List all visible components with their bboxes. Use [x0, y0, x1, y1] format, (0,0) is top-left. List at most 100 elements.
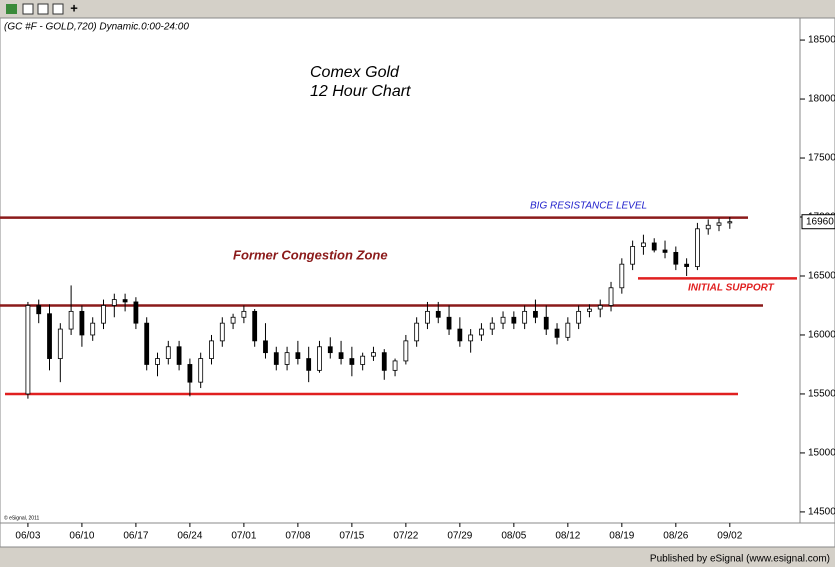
candle-body: [554, 328, 560, 338]
candle-body: [36, 305, 42, 315]
candle-body: [349, 358, 355, 365]
x-tick-label: 08/26: [663, 531, 688, 542]
candle-body: [381, 352, 387, 371]
chart-header: (GC #F - GOLD,720) Dynamic.0:00-24:00: [4, 22, 189, 33]
x-tick-label: 08/12: [555, 531, 580, 542]
candle-body: [511, 316, 517, 324]
publisher: Published by eSignal (www.esignal.com): [650, 554, 830, 565]
x-tick-label: 07/22: [393, 531, 418, 542]
candle-body: [241, 310, 247, 318]
candle-body: [727, 221, 733, 224]
candle-body: [317, 346, 322, 371]
candle-body: [111, 299, 117, 306]
candle-body: [468, 334, 474, 342]
candle-body: [371, 352, 376, 357]
y-tick-label: 16000: [808, 330, 835, 341]
toolbar: [0, 0, 835, 18]
candle-body: [457, 328, 463, 342]
candle-body: [403, 340, 409, 362]
candle-body: [306, 358, 312, 371]
candle-body: [79, 310, 85, 336]
last-value-label: 16960: [806, 216, 834, 227]
candle-body: [705, 224, 711, 230]
tool-icon[interactable]: [37, 3, 49, 15]
candle-body: [187, 364, 193, 383]
x-tick-label: 07/29: [447, 531, 472, 542]
x-tick-label: 09/02: [717, 531, 742, 542]
x-axis-area: [0, 522, 835, 548]
candle-body: [230, 316, 236, 324]
candle-body: [209, 340, 214, 359]
candle-body: [543, 316, 549, 330]
candle-body: [673, 251, 679, 265]
x-tick-label: 08/19: [609, 531, 634, 542]
candle-body: [144, 322, 150, 365]
candle-body: [176, 346, 182, 365]
candle-body: [122, 299, 128, 303]
tool-icon[interactable]: [52, 3, 64, 15]
tool-icon[interactable]: [22, 3, 34, 15]
candle-body: [90, 322, 96, 336]
candle-body: [414, 322, 420, 342]
y-tick-label: 15500: [808, 389, 835, 400]
candle-body: [165, 346, 171, 359]
candle-body: [57, 328, 63, 359]
candle-body: [576, 310, 582, 324]
x-tick-label: 06/24: [177, 531, 202, 542]
plot-area: [0, 17, 801, 524]
candle-body: [684, 263, 690, 267]
candle-body: [392, 360, 398, 371]
annotation: BIG RESISTANCE LEVEL: [530, 201, 647, 212]
toolbar-icons: +: [6, 0, 78, 15]
candle-body: [425, 310, 430, 324]
candle-body: [327, 346, 333, 354]
candle-body: [446, 316, 452, 330]
candle-body: [716, 222, 722, 226]
candle-body: [133, 301, 139, 324]
candle-body: [619, 263, 625, 289]
x-tick-label: 06/17: [123, 531, 148, 542]
x-tick-label: 07/15: [339, 531, 364, 542]
candle-body: [295, 352, 301, 359]
candle-body: [662, 249, 668, 253]
candle-body: [155, 358, 160, 365]
y-tick-label: 17500: [808, 153, 835, 164]
x-tick-label: 07/08: [285, 531, 310, 542]
x-tick-label: 06/03: [15, 531, 40, 542]
last-value-box: [801, 214, 835, 230]
chart-title: Comex Gold: [310, 64, 400, 81]
candle-body: [198, 358, 204, 383]
candle-body: [273, 352, 279, 365]
candle-body: [522, 310, 528, 324]
x-tick-label: 07/01: [231, 531, 256, 542]
candle-body: [597, 305, 603, 310]
annotation: INITIAL SUPPORT: [688, 283, 775, 294]
y-tick-label: 15000: [808, 448, 835, 459]
copyright: © eSignal, 2011: [4, 514, 40, 521]
candle-body: [651, 242, 657, 251]
candle-body: [695, 228, 700, 267]
y-tick-label: 16500: [808, 271, 835, 282]
candle-body: [630, 246, 636, 265]
candle-body: [587, 308, 592, 312]
candle-body: [489, 322, 495, 330]
candle-body: [68, 310, 74, 330]
tool-icon[interactable]: +: [70, 0, 78, 15]
y-tick-label: 18000: [808, 94, 835, 105]
y-tick-label: 18500: [808, 35, 835, 46]
candle-body: [263, 340, 268, 354]
candle-body: [252, 310, 258, 342]
candle-body: [479, 328, 484, 336]
candle-body: [101, 305, 106, 324]
candle-body: [338, 352, 344, 359]
candle-body: [641, 242, 646, 247]
x-tick-label: 06/10: [69, 531, 94, 542]
candle-body: [500, 316, 506, 324]
tool-icon[interactable]: [6, 4, 17, 14]
candle-body: [360, 355, 366, 365]
candle-body: [284, 352, 290, 365]
x-tick-label: 08/05: [501, 531, 526, 542]
chart-subtitle: 12 Hour Chart: [310, 83, 411, 100]
candle-body: [47, 313, 52, 359]
